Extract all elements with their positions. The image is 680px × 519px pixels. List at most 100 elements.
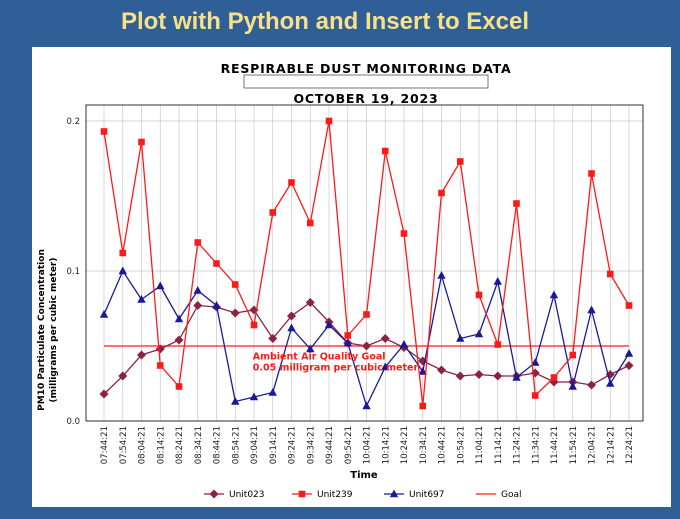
x-tick-label: 10:04:21: [363, 426, 373, 464]
data-point: [531, 392, 539, 399]
series-layer: [99, 117, 634, 410]
x-tick-label: 08:44:21: [213, 426, 223, 464]
data-point: [306, 219, 314, 227]
data-point: [118, 266, 127, 275]
data-point: [231, 281, 239, 288]
data-point: [418, 367, 427, 375]
y-tick-label: 0.0: [66, 417, 80, 427]
x-tick-label: 11:24:21: [513, 426, 523, 464]
data-point: [493, 277, 502, 285]
legend-item-unit023: Unit023: [204, 489, 265, 500]
data-point: [344, 332, 352, 339]
data-point: [155, 344, 165, 354]
data-point: [381, 362, 390, 371]
data-point: [193, 286, 202, 294]
legend-label: Unit023: [229, 490, 265, 500]
data-point: [156, 281, 165, 290]
data-point: [138, 138, 145, 146]
data-point: [118, 371, 128, 381]
data-point: [99, 389, 109, 399]
data-point: [456, 158, 464, 165]
x-tick-label: 10:24:21: [400, 426, 410, 464]
x-tick-label: 07:44:21: [100, 426, 110, 464]
x-tick-label: 09:54:21: [344, 426, 354, 464]
data-point: [569, 351, 577, 359]
data-point: [437, 271, 446, 279]
data-point: [588, 170, 595, 177]
x-tick-label: 09:44:21: [325, 426, 335, 464]
y-tick-labels: 0.0 0.1 0.2: [66, 117, 80, 427]
data-point: [324, 320, 334, 329]
data-point: [288, 179, 295, 186]
data-point: [230, 308, 240, 318]
x-tick-labels: 07:44:21 07:54:21 08:04:21 08:14:21 08:24:21…: [100, 426, 635, 464]
data-point: [194, 239, 202, 246]
x-tick-label: 10:34:21: [419, 426, 429, 464]
plot-frame: [85, 104, 644, 422]
data-point: [549, 290, 559, 299]
grid: [86, 105, 643, 422]
x-tick-label: 09:24:21: [288, 426, 298, 464]
y-axis-label-line2: (milligrams per cubic meter): [49, 258, 59, 403]
legend-marker: [209, 489, 219, 499]
data-point: [474, 329, 484, 338]
y-axis-label-line1: PM10 Particulate Concentration: [37, 249, 47, 411]
data-point: [624, 361, 634, 370]
series-unit697: [99, 266, 634, 410]
x-tick-label: 11:04:21: [475, 426, 485, 464]
x-axis-label: Time: [350, 470, 378, 481]
chart-figure: RESPIRABLE DUST MONITORING DATA OCTOBER …: [32, 47, 671, 507]
x-tick-label: 08:54:21: [231, 426, 241, 464]
data-point: [268, 388, 277, 396]
data-point: [419, 402, 427, 410]
x-tick-label: 11:14:21: [494, 426, 504, 464]
data-point: [305, 298, 315, 307]
data-point: [512, 373, 521, 381]
data-point: [606, 270, 614, 278]
data-point: [174, 314, 184, 323]
x-tick-label: 12:04:21: [588, 426, 598, 464]
chart-svg: RESPIRABLE DUST MONITORING DATA OCTOBER …: [37, 61, 644, 500]
legend: Unit023 Unit239 Unit697 Goal: [204, 489, 522, 500]
data-point: [493, 371, 503, 381]
legend-item-unit697: Unit697: [384, 489, 445, 500]
data-point: [99, 310, 109, 318]
data-point: [287, 311, 296, 321]
data-point: [568, 382, 577, 390]
data-point: [268, 334, 278, 343]
data-point: [250, 321, 258, 329]
data-point: [231, 397, 240, 405]
goal-annotation-line2: 0.05 milligram per cubic meter: [253, 363, 419, 374]
legend-item-unit239: Unit239: [292, 490, 353, 500]
data-point: [438, 189, 445, 197]
x-tick-label: 08:04:21: [138, 426, 148, 464]
data-point: [474, 370, 484, 379]
data-point: [437, 365, 446, 375]
data-point: [362, 341, 371, 351]
legend-marker: [389, 489, 399, 498]
data-point: [456, 334, 465, 342]
legend-marker: [298, 490, 306, 498]
slide-title: Plot with Python and Insert to Excel: [120, 8, 530, 35]
data-point: [343, 338, 352, 347]
data-point: [606, 379, 615, 387]
data-point: [625, 302, 633, 309]
data-point: [475, 291, 483, 299]
data-point: [587, 305, 596, 314]
data-point: [494, 341, 502, 348]
data-point: [624, 349, 634, 357]
data-point: [137, 295, 146, 303]
data-point: [249, 392, 259, 401]
data-point: [362, 401, 371, 410]
x-tick-label: 11:44:21: [550, 426, 560, 464]
data-point: [212, 301, 221, 309]
goal-annotation-line1: Ambient Air Quality Goal: [253, 352, 386, 363]
data-point: [455, 371, 465, 381]
x-tick-label: 11:54:21: [569, 426, 579, 464]
data-point: [213, 260, 220, 267]
title-box: [243, 74, 489, 89]
x-tick-label: 10:54:21: [456, 426, 466, 464]
x-tick-label: 10:44:21: [438, 426, 448, 464]
legend-item-goal: Goal: [476, 490, 522, 500]
data-point: [137, 350, 146, 360]
